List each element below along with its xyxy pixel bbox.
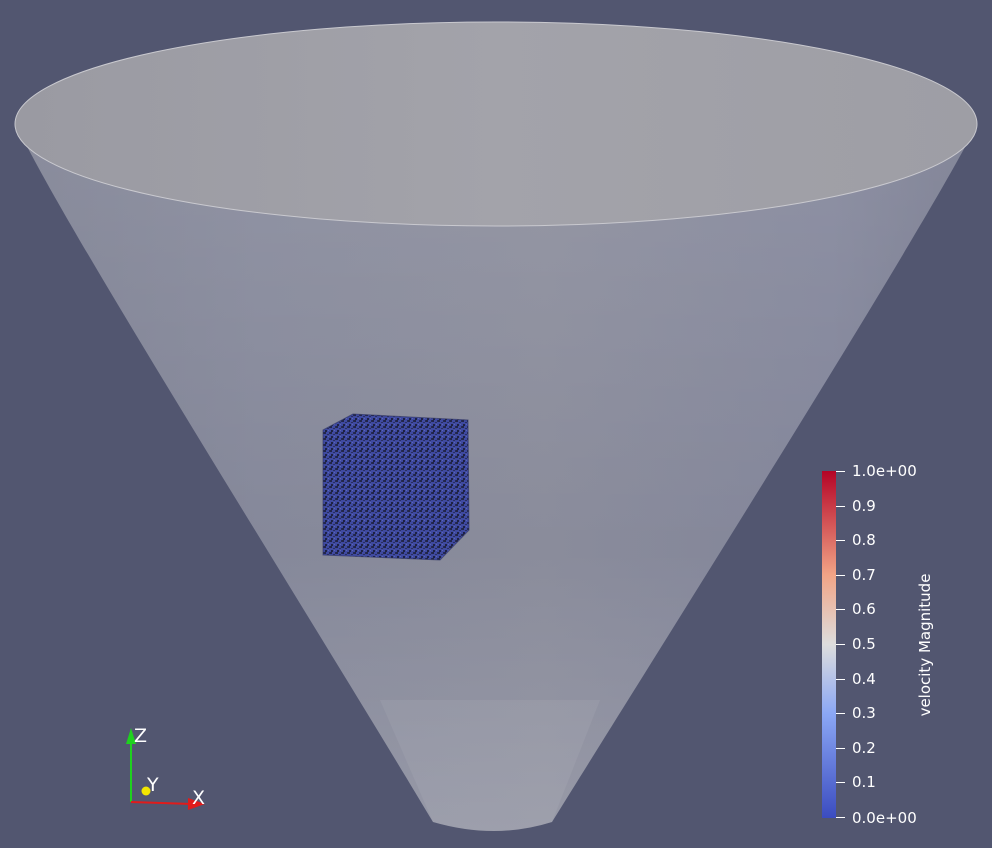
x-axis-label: X	[192, 787, 206, 809]
colorbar-tick	[836, 609, 845, 611]
colorbar-tick	[836, 471, 845, 472]
colorbar-tick	[836, 574, 845, 576]
colorbar-tick	[836, 817, 845, 818]
y-axis-dot	[141, 786, 151, 796]
colorbar-tick	[836, 505, 845, 507]
colorbar-tick-label: 0.2	[852, 738, 876, 757]
colorbar-gradient	[822, 471, 836, 818]
orientation-axes[interactable]	[126, 728, 205, 810]
colorbar-tick	[836, 782, 845, 784]
colorbar-tick	[836, 747, 845, 749]
z-axis-arrow	[126, 728, 136, 744]
colorbar-tick-label: 0.7	[852, 565, 876, 584]
colorbar-tick-label: 0.4	[852, 669, 876, 688]
cone-rim	[14, 21, 978, 227]
colorbar-tick	[836, 644, 845, 645]
colorbar-tick-label: 0.6	[852, 600, 876, 619]
colorbar-tick-label: 0.8	[852, 531, 876, 550]
x-axis-line	[130, 801, 193, 805]
z-axis-label: Z	[134, 725, 148, 747]
colorbar-tick	[836, 540, 845, 542]
colorbar-tick	[836, 713, 845, 715]
colorbar-tick-label: 0.3	[852, 704, 876, 723]
colorbar-tick-label: 0.9	[852, 496, 876, 515]
y-axis-label: Y	[147, 774, 159, 796]
colorbar-tick-label: 0.5	[852, 635, 876, 653]
colorbar-title: velocity Magnitude	[916, 573, 934, 717]
colorbar-tick-label: 0.1	[852, 773, 876, 792]
colorbar-max-label: 1.0e+00	[852, 462, 917, 480]
x-axis-arrow	[188, 798, 205, 810]
colorbar-tick	[836, 678, 845, 680]
cone-mesh	[16, 124, 977, 831]
colorbar-min-label: 0.0e+00	[852, 809, 917, 827]
particle-block	[322, 413, 470, 561]
